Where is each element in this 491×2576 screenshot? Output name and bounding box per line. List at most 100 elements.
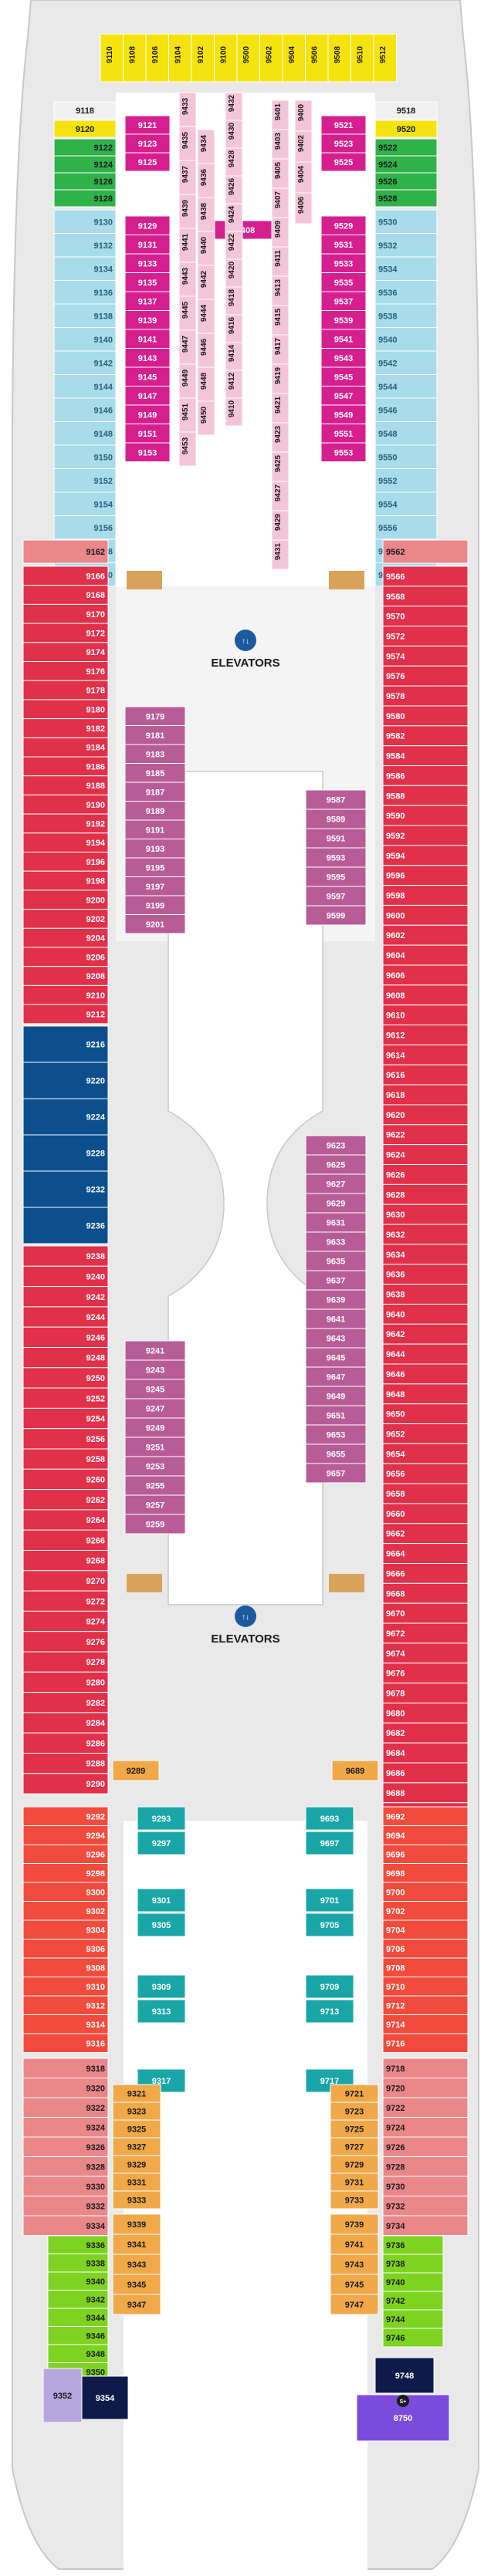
- cabin[interactable]: 9420: [225, 258, 243, 288]
- cabin[interactable]: 9439: [178, 194, 197, 229]
- cabin[interactable]: 9406: [294, 192, 313, 225]
- cabin[interactable]: 9639: [305, 1289, 367, 1310]
- cabin[interactable]: 9272: [22, 1590, 109, 1612]
- cabin[interactable]: 9635: [305, 1251, 367, 1271]
- cabin-box[interactable]: [374, 233, 438, 258]
- cabin[interactable]: 9258: [22, 1448, 109, 1470]
- cabin[interactable]: 9332: [22, 2196, 109, 2216]
- cabin[interactable]: 9266: [22, 1529, 109, 1551]
- cabin[interactable]: 9145: [124, 366, 171, 387]
- cabin-box[interactable]: [124, 1417, 186, 1438]
- cabin-box[interactable]: [22, 1844, 109, 1864]
- cabin-box[interactable]: [305, 809, 367, 829]
- cabin-box[interactable]: [320, 272, 367, 292]
- cabin[interactable]: 9196: [22, 852, 109, 872]
- cabin-box[interactable]: [382, 2272, 444, 2292]
- cabin-box[interactable]: [22, 2136, 109, 2157]
- cabin[interactable]: 9327: [112, 2137, 161, 2156]
- cabin[interactable]: 9409: [271, 217, 290, 248]
- cabin[interactable]: 9152: [53, 468, 117, 493]
- cabin[interactable]: 9739: [330, 2213, 379, 2235]
- cabin[interactable]: 9318: [22, 2058, 109, 2078]
- cabin[interactable]: 9210: [22, 984, 109, 1005]
- cabin[interactable]: 9644: [382, 1343, 469, 1365]
- cabin[interactable]: 9407: [271, 187, 290, 218]
- cabin-box[interactable]: [112, 2254, 161, 2275]
- cabin[interactable]: 9300: [22, 1882, 109, 1902]
- cabin-box[interactable]: [53, 303, 117, 328]
- cabin[interactable]: 9144: [53, 374, 117, 399]
- cabin-box[interactable]: [124, 744, 186, 764]
- cabin[interactable]: 9736: [382, 2235, 444, 2255]
- cabin[interactable]: 9432: [225, 92, 243, 121]
- cabin[interactable]: 9586: [382, 765, 469, 786]
- cabin[interactable]: 9309: [137, 1974, 186, 1999]
- cabin[interactable]: 9411: [271, 246, 290, 277]
- cabin[interactable]: 9645: [305, 1347, 367, 1368]
- cabin[interactable]: 9594: [382, 845, 469, 866]
- cabin[interactable]: 9698: [382, 1863, 469, 1883]
- cabin-box[interactable]: [305, 1289, 367, 1310]
- cabin[interactable]: 9591: [305, 828, 367, 849]
- cabin-box[interactable]: [382, 2254, 444, 2274]
- cabin[interactable]: 9614: [382, 1044, 469, 1065]
- cabin[interactable]: 9616: [382, 1064, 469, 1085]
- cabin-box[interactable]: [305, 1347, 367, 1368]
- cabin-box[interactable]: [282, 33, 306, 83]
- cabin-box[interactable]: [320, 442, 367, 462]
- cabin[interactable]: 9550: [374, 444, 438, 469]
- cabin[interactable]: 9110: [100, 33, 124, 83]
- cabin[interactable]: 9590: [382, 805, 469, 826]
- cabin-box[interactable]: [22, 832, 109, 853]
- cabin-box[interactable]: [137, 1831, 186, 1855]
- cabin-box[interactable]: [373, 33, 397, 83]
- cabin[interactable]: 9153: [124, 442, 171, 462]
- cabin[interactable]: 9274: [22, 1610, 109, 1632]
- cabin[interactable]: 9216: [22, 1025, 109, 1063]
- cabin[interactable]: 9656: [382, 1463, 469, 1484]
- cabin[interactable]: 9678: [382, 1683, 469, 1703]
- cabin-box[interactable]: [305, 789, 367, 810]
- cabin-box[interactable]: [123, 33, 147, 83]
- cabin-box[interactable]: [374, 2357, 435, 2394]
- cabin-box[interactable]: [382, 1742, 469, 1764]
- cabin[interactable]: 9530: [374, 209, 438, 234]
- cabin-box[interactable]: [22, 1367, 109, 1389]
- cabin[interactable]: 9200: [22, 890, 109, 910]
- cabin-box[interactable]: [305, 1999, 354, 2024]
- cabin-box[interactable]: [374, 444, 438, 469]
- cabin[interactable]: 9149: [124, 404, 171, 424]
- cabin[interactable]: 9280: [22, 1671, 109, 1693]
- cabin[interactable]: 9626: [382, 1164, 469, 1185]
- cabin[interactable]: 9696: [382, 1844, 469, 1864]
- cabin[interactable]: 9712: [382, 1995, 469, 2015]
- cabin[interactable]: 9746: [382, 2328, 444, 2348]
- cabin[interactable]: 9584: [382, 745, 469, 767]
- cabin[interactable]: 9270: [22, 1570, 109, 1592]
- cabin[interactable]: 9741: [330, 2233, 379, 2255]
- cabin[interactable]: 9576: [382, 665, 469, 687]
- cabin[interactable]: 9151: [124, 424, 171, 444]
- cabin[interactable]: 9738: [382, 2254, 444, 2274]
- cabin[interactable]: 9524: [374, 155, 438, 174]
- cabin[interactable]: 9660: [382, 1503, 469, 1524]
- cabin[interactable]: 9732: [382, 2196, 469, 2216]
- cabin-box[interactable]: [137, 2068, 186, 2093]
- cabin-box[interactable]: [22, 1939, 109, 1959]
- cabin-box[interactable]: [305, 1974, 354, 1999]
- cabin[interactable]: 9232: [22, 1170, 109, 1208]
- cabin[interactable]: 9723: [330, 2102, 379, 2121]
- cabin-box[interactable]: [305, 1135, 367, 1156]
- cabin[interactable]: 9268: [22, 1550, 109, 1572]
- cabin[interactable]: 9170: [22, 603, 109, 624]
- cabin-box[interactable]: [22, 1773, 109, 1794]
- cabin[interactable]: 9352: [42, 2368, 83, 2423]
- cabin[interactable]: 9104: [168, 33, 192, 83]
- cabin-box[interactable]: [22, 1863, 109, 1883]
- cabin-box[interactable]: [22, 680, 109, 701]
- cabin[interactable]: 9310: [22, 1977, 109, 1997]
- cabin[interactable]: 9328: [22, 2156, 109, 2177]
- cabin-box[interactable]: [374, 280, 438, 305]
- cabin[interactable]: 9354: [81, 2375, 129, 2420]
- cabin[interactable]: 9208: [22, 966, 109, 986]
